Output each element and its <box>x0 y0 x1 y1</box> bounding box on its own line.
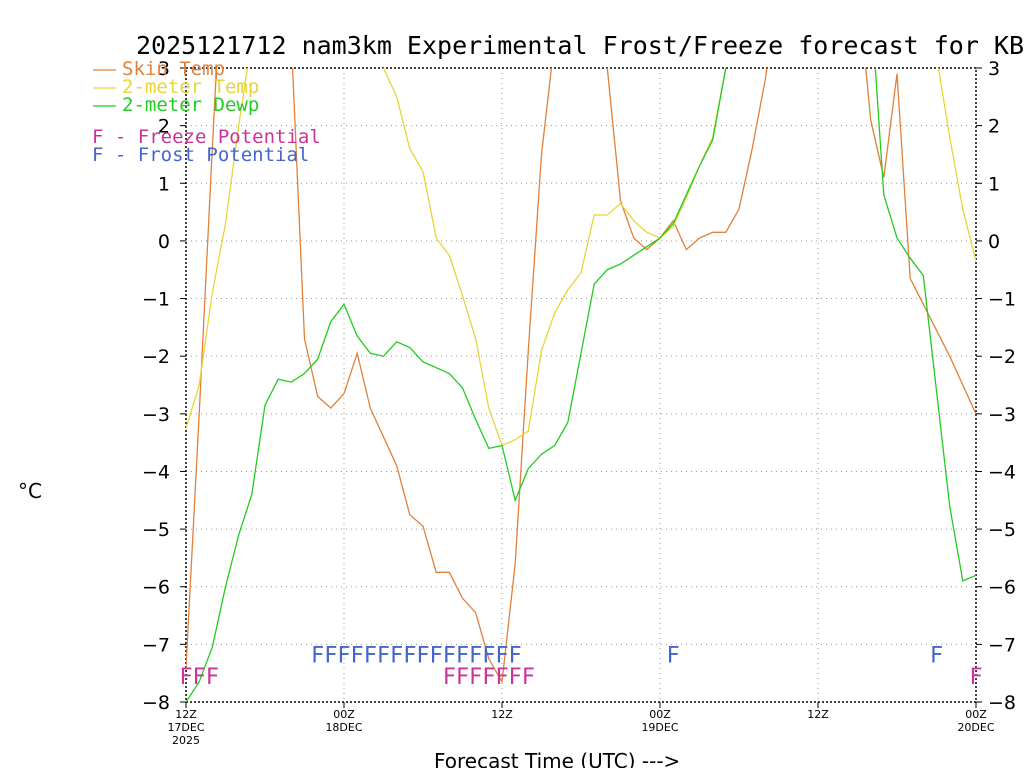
y-tick-label-left: 3 <box>158 58 170 80</box>
frost-potential-marker: F <box>930 644 943 669</box>
y-tick-label-right: −1 <box>988 289 1016 311</box>
y-tick-label-left: −3 <box>142 404 170 426</box>
frost-potential-marker: F <box>416 644 429 669</box>
freeze-potential-marker: F <box>509 665 522 690</box>
freeze-potential-marker: F <box>456 665 469 690</box>
series-line-2-meter-dewp <box>186 68 976 702</box>
y-tick-label-left: 2 <box>158 116 170 138</box>
frost-potential-marker: F <box>430 644 443 669</box>
frost-potential-marker: F <box>377 644 390 669</box>
x-tick-label: 00Z <box>333 708 355 721</box>
frost-potential-marker: F <box>403 644 416 669</box>
y-tick-label-right: 2 <box>988 116 1000 138</box>
frost-potential-marker: F <box>456 644 469 669</box>
freeze-potential-marker: F <box>969 665 982 690</box>
freeze-potential-marker: F <box>495 665 508 690</box>
y-tick-label-left: −1 <box>142 289 170 311</box>
freeze-potential-marker: F <box>469 665 482 690</box>
axes: −8 −8 −7 −7 −6 −6 −5 −5 −4 −4 −3 −3 −2 −2 −1 −1 0 0 1 1 2 2 3 3… <box>142 58 1016 747</box>
y-tick-label-left: −2 <box>142 346 170 368</box>
y-tick-label-right: −5 <box>988 519 1016 541</box>
y-tick-label-right: −3 <box>988 404 1016 426</box>
x-tick-label: 12Z <box>807 708 829 721</box>
chart-title: 2025121712 nam3km Experimental Frost/Fre… <box>136 31 1024 60</box>
frost-potential-marker: F <box>509 644 522 669</box>
frost-potential-marker: F <box>390 644 403 669</box>
series-line-skin-temp <box>186 68 976 684</box>
legend-label: Skin Temp <box>122 58 225 80</box>
potential-legend-label: F - Freeze Potential <box>92 126 321 148</box>
x-tick-label: 2025 <box>172 734 200 747</box>
y-tick-label-right: −8 <box>988 692 1016 714</box>
y-tick-label-right: 1 <box>988 173 1000 195</box>
frost-potential-marker: F <box>495 644 508 669</box>
frost-potential-marker: F <box>324 644 337 669</box>
freeze-potential-marker: F <box>179 665 192 690</box>
y-tick-label-left: 0 <box>158 231 170 253</box>
freeze-potential-marker: F <box>522 665 535 690</box>
x-tick-label: 17DEC <box>167 721 204 734</box>
y-tick-label-left: −4 <box>142 461 170 483</box>
legend-label: 2-meter Temp <box>122 76 259 98</box>
legend-label: 2-meter Dewp <box>122 94 259 116</box>
x-tick-label: 00Z <box>965 708 987 721</box>
frost-potential-marker: F <box>469 644 482 669</box>
y-tick-label-left: −5 <box>142 519 170 541</box>
y-tick-label-right: −2 <box>988 346 1016 368</box>
x-axis-label: Forecast Time (UTC) ---> <box>434 749 680 768</box>
y-tick-label-right: −4 <box>988 461 1016 483</box>
y-axis-label: °C <box>18 479 42 503</box>
freeze-potential-marker: F <box>482 665 495 690</box>
x-tick-label: 18DEC <box>325 721 362 734</box>
y-tick-label-right: −7 <box>988 634 1016 656</box>
x-tick-label: 19DEC <box>641 721 678 734</box>
x-tick-label: 12Z <box>175 708 197 721</box>
frost-potential-marker: F <box>482 644 495 669</box>
y-tick-label-left: −8 <box>142 692 170 714</box>
x-tick-label: 12Z <box>491 708 513 721</box>
freeze-potential-marker: F <box>443 665 456 690</box>
y-tick-label-right: 0 <box>988 231 1000 253</box>
frost-potential-marker: F <box>443 644 456 669</box>
frost-potential-marker: F <box>337 644 350 669</box>
freeze-potential-marker: F <box>206 665 219 690</box>
frost-potential-marker: F <box>364 644 377 669</box>
series-line-2-meter-temp <box>186 68 976 447</box>
frost-potential-marker: F <box>311 644 324 669</box>
potential-markers: F F F F F F F F F F F F F F F F F FF F F F F F F F F F F <box>179 644 982 690</box>
freeze-potential-marker: F <box>193 665 206 690</box>
x-tick-label: 20DEC <box>957 721 994 734</box>
x-tick-label: 00Z <box>649 708 671 721</box>
frost-potential-marker: F <box>667 644 680 669</box>
y-tick-label-right: −6 <box>988 577 1016 599</box>
potential-legend-label: F - Frost Potential <box>92 144 309 166</box>
y-tick-label-left: −6 <box>142 577 170 599</box>
y-tick-label-left: 1 <box>158 173 170 195</box>
frost-potential-marker: F <box>351 644 364 669</box>
y-tick-label-left: −7 <box>142 634 170 656</box>
y-tick-label-right: 3 <box>988 58 1000 80</box>
series-lines <box>186 68 976 702</box>
